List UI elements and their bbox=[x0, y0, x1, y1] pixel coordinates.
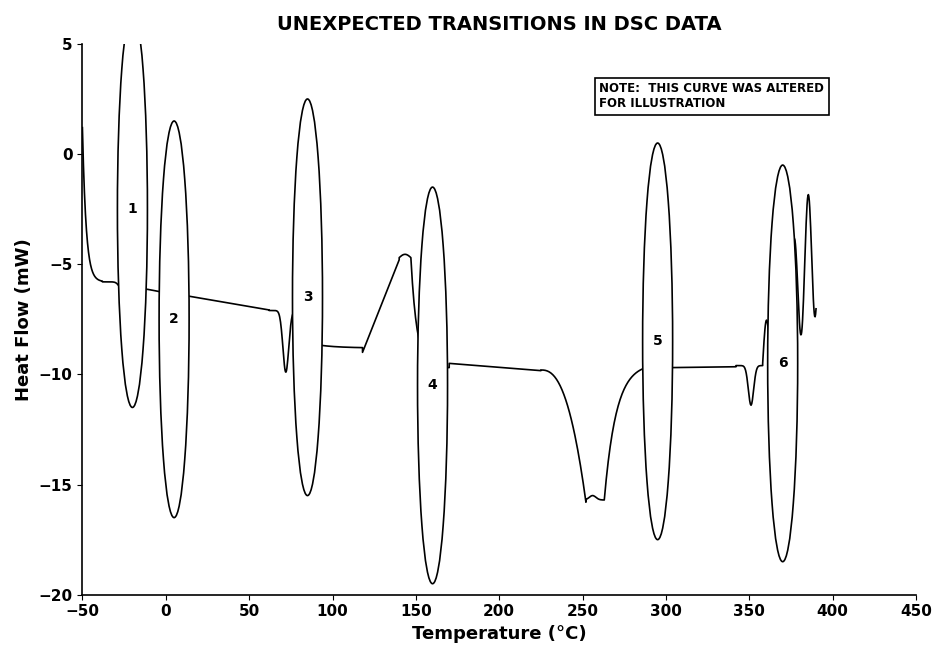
Y-axis label: Heat Flow (mW): Heat Flow (mW) bbox=[15, 238, 33, 401]
Text: 4: 4 bbox=[428, 378, 438, 392]
Text: 3: 3 bbox=[303, 290, 313, 304]
Circle shape bbox=[117, 11, 148, 407]
Circle shape bbox=[159, 121, 189, 518]
Circle shape bbox=[768, 165, 797, 562]
Text: NOTE:  THIS CURVE WAS ALTERED
FOR ILLUSTRATION: NOTE: THIS CURVE WAS ALTERED FOR ILLUSTR… bbox=[599, 82, 824, 111]
Text: 2: 2 bbox=[170, 313, 179, 326]
Circle shape bbox=[643, 143, 672, 540]
Text: 5: 5 bbox=[652, 334, 663, 348]
Text: 6: 6 bbox=[777, 357, 788, 370]
Circle shape bbox=[418, 187, 448, 584]
Title: UNEXPECTED TRANSITIONS IN DSC DATA: UNEXPECTED TRANSITIONS IN DSC DATA bbox=[277, 15, 722, 34]
Circle shape bbox=[293, 99, 323, 495]
X-axis label: Temperature (°C): Temperature (°C) bbox=[412, 625, 586, 643]
Text: 1: 1 bbox=[128, 202, 137, 216]
